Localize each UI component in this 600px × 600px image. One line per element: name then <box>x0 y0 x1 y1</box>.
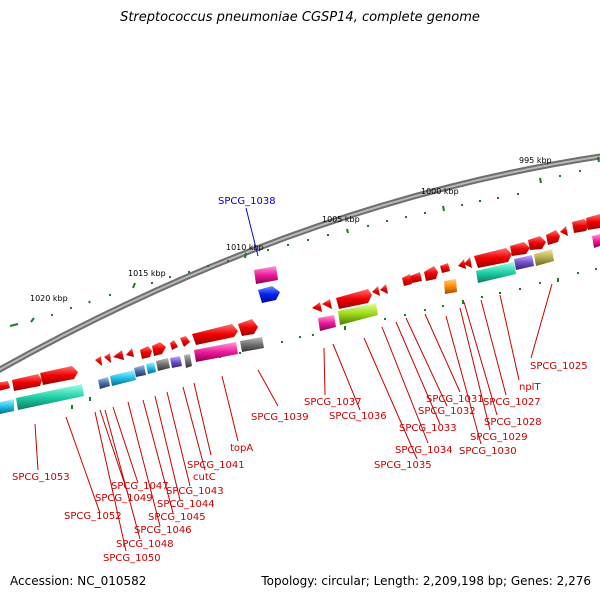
gene-arrow <box>140 346 152 359</box>
gene-label-spcg-1041: SPCG_1041 <box>187 460 245 471</box>
gene-arrow <box>170 340 178 350</box>
gene-label-spcg-1049: SPCG_1049 <box>95 493 153 504</box>
gene-label-spcg-1036: SPCG_1036 <box>329 411 387 422</box>
inner-tick-track <box>71 268 597 409</box>
feature-box <box>318 315 336 331</box>
highlighted-gene-spcg-1038 <box>258 286 280 303</box>
gene-arrow <box>0 381 10 391</box>
gene-label-spcg-1037: SPCG_1037 <box>304 397 362 408</box>
gene-arrow <box>322 299 332 309</box>
gene-arrow <box>424 266 438 281</box>
gene-arrow <box>152 342 166 356</box>
gene-arrow <box>410 272 422 283</box>
gene-label-spcg-1035: SPCG_1035 <box>374 460 432 471</box>
kbp-tick-track <box>9 156 600 327</box>
gene-label-spcg-1043: SPCG_1043 <box>166 486 224 497</box>
kbp-label-1015: 1015 kbp <box>128 269 166 278</box>
gene-arrow <box>372 286 380 296</box>
gene-arrow <box>572 219 590 233</box>
forward-strand-genes <box>0 214 600 391</box>
gene-arrow <box>40 366 78 385</box>
gene-arrow <box>180 336 190 347</box>
gene-arrow <box>95 356 102 366</box>
gene-arrow <box>380 284 388 294</box>
gene-arrow <box>546 230 560 245</box>
feature-box <box>170 356 182 368</box>
gene-arrow <box>336 289 372 309</box>
gene-arrow <box>126 348 134 357</box>
gene-label-topa: topA <box>230 443 253 454</box>
gene-arrow <box>560 226 568 236</box>
gene-arrow <box>510 242 530 256</box>
label-leader-lines <box>34 207 553 552</box>
gene-arrow <box>458 259 466 269</box>
gene-arrow <box>104 353 111 363</box>
gene-arrow <box>312 302 322 312</box>
accession-text: Accession: NC_010582 <box>10 574 147 588</box>
feature-box <box>194 342 238 362</box>
gene-label-spcg-1030: SPCG_1030 <box>459 446 517 457</box>
gene-label-spcg-1053: SPCG_1053 <box>12 472 70 483</box>
gene-arrow <box>113 350 124 360</box>
kbp-label-1005: 1005 kbp <box>322 215 360 224</box>
gene-label-spcg-1032: SPCG_1032 <box>418 406 476 417</box>
gene-label-nplt: nplT <box>519 382 541 393</box>
gene-label-spcg-1044: SPCG_1044 <box>157 499 215 510</box>
gene-arrow <box>474 248 512 268</box>
gene-label-spcg-1045: SPCG_1045 <box>148 512 206 523</box>
feature-box <box>110 370 136 386</box>
kbp-label-995: 995 kbp <box>519 156 552 165</box>
feature-box <box>184 354 192 368</box>
feature-box <box>240 337 264 352</box>
feature-box <box>16 384 84 410</box>
map-title: Streptococcus pneumoniae CGSP14, complet… <box>120 10 480 25</box>
gene-arrow <box>586 214 600 230</box>
feature-box <box>0 399 14 414</box>
gene-label-spcg-1025: SPCG_1025 <box>530 361 588 372</box>
gene-label-spcg-1029: SPCG_1029 <box>470 432 528 443</box>
gene-label-spcg-1039: SPCG_1039 <box>251 412 309 423</box>
gene-label-spcg-1047: SPCG_1047 <box>111 481 169 492</box>
gene-arrow <box>440 263 450 273</box>
gene-label-spcg-1033: SPCG_1033 <box>399 423 457 434</box>
gene-arrow <box>12 374 42 391</box>
gene-label-spcg-1052: SPCG_1052 <box>64 511 122 522</box>
cog-feature-boxes <box>0 234 600 414</box>
feature-box <box>534 249 554 266</box>
gene-label-cutc: cutC <box>193 472 216 483</box>
gene-label-spcg-1028: SPCG_1028 <box>484 417 542 428</box>
gene-label-spcg-1031: SPCG_1031 <box>426 394 484 405</box>
feature-box <box>592 234 600 248</box>
topology-text: Topology: circular; Length: 2,209,198 bp… <box>261 574 591 588</box>
kbp-label-1020: 1020 kbp <box>30 294 68 303</box>
feature-box <box>338 303 378 325</box>
gene-arrow <box>528 236 546 250</box>
gene-label-spcg-1034: SPCG_1034 <box>395 445 453 456</box>
gene-label-spcg-1038: SPCG_1038 <box>218 196 276 207</box>
gene-arrow <box>238 319 258 336</box>
feature-box <box>146 362 156 374</box>
feature-box <box>476 262 516 283</box>
kbp-label-1010: 1010 kbp <box>226 243 264 252</box>
gene-arrow <box>192 324 238 345</box>
feature-box <box>156 358 170 371</box>
gene-labels: SPCG_1038 SPCG_1025 nplT SPCG_1027 SPCG_… <box>12 196 588 564</box>
gene-label-spcg-1046: SPCG_1046 <box>134 525 192 536</box>
kbp-label-1000: 1000 kbp <box>421 187 459 196</box>
gene-arrow <box>464 257 472 268</box>
feature-box <box>444 279 457 294</box>
gene-label-spcg-1027: SPCG_1027 <box>483 397 541 408</box>
feature-box <box>98 377 110 389</box>
gene-arrow <box>402 274 412 286</box>
gene-label-spcg-1048: SPCG_1048 <box>116 539 174 550</box>
feature-box <box>134 365 146 377</box>
gene-label-spcg-1050: SPCG_1050 <box>103 553 161 564</box>
feature-box <box>514 255 534 270</box>
feature-box <box>254 266 278 284</box>
